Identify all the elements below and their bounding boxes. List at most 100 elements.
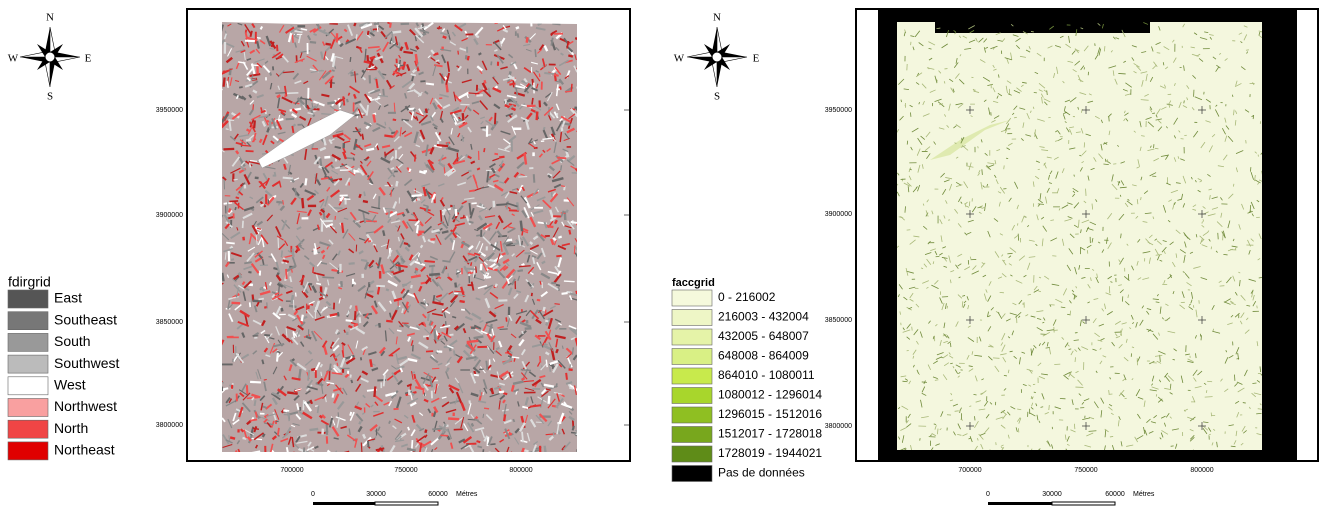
terrain-stroke bbox=[506, 317, 507, 321]
legend-label: Southwest bbox=[54, 355, 119, 371]
terrain-stroke bbox=[390, 23, 391, 28]
terrain-stroke bbox=[499, 392, 504, 393]
terrain-stroke bbox=[471, 203, 476, 204]
legend-label: 0 - 216002 bbox=[718, 290, 776, 304]
terrain-stroke bbox=[554, 304, 559, 305]
scale-label: 0 bbox=[986, 491, 990, 498]
terrain-stroke bbox=[289, 306, 296, 307]
terrain-stroke bbox=[481, 127, 487, 128]
compass-w: W bbox=[8, 53, 19, 65]
stream-stroke bbox=[1206, 390, 1207, 393]
terrain-stroke bbox=[564, 281, 575, 282]
stream-stroke bbox=[902, 381, 907, 382]
terrain-stroke bbox=[341, 281, 342, 287]
terrain-stroke bbox=[347, 99, 348, 102]
terrain-stroke bbox=[335, 167, 340, 168]
terrain-stroke bbox=[295, 188, 296, 195]
stream-stroke bbox=[1256, 413, 1261, 414]
terrain-stroke bbox=[384, 136, 393, 137]
terrain-stroke bbox=[495, 113, 496, 124]
terrain-stroke bbox=[417, 225, 418, 233]
stream-stroke bbox=[1253, 115, 1254, 119]
terrain-stroke bbox=[448, 436, 450, 440]
scale-unit: Métres bbox=[456, 491, 478, 498]
stream-stroke bbox=[950, 343, 951, 347]
terrain-stroke bbox=[351, 380, 352, 383]
terrain-stroke bbox=[432, 429, 442, 430]
terrain-stroke bbox=[439, 26, 440, 29]
terrain-stroke bbox=[350, 412, 351, 416]
terrain-stroke bbox=[370, 359, 371, 367]
terrain-stroke bbox=[448, 419, 459, 420]
terrain-stroke bbox=[513, 419, 514, 422]
terrain-stroke bbox=[282, 308, 283, 311]
compass-n: N bbox=[46, 12, 54, 24]
stream-stroke bbox=[1207, 381, 1212, 382]
y-label: 3850000 bbox=[825, 317, 852, 324]
terrain-stroke bbox=[397, 330, 402, 331]
terrain-stroke bbox=[562, 293, 568, 294]
scale-bar bbox=[313, 502, 375, 505]
terrain-stroke bbox=[556, 383, 557, 387]
terrain-stroke bbox=[447, 328, 448, 335]
terrain-stroke bbox=[236, 151, 238, 154]
terrain-stroke bbox=[442, 74, 443, 84]
terrain-stroke bbox=[567, 41, 568, 48]
stream-stroke bbox=[947, 306, 948, 309]
terrain-stroke bbox=[566, 210, 568, 213]
terrain-stroke bbox=[342, 223, 343, 233]
terrain-stroke bbox=[499, 157, 504, 158]
terrain-stroke bbox=[287, 392, 298, 393]
terrain-stroke bbox=[236, 197, 239, 198]
terrain-stroke bbox=[469, 222, 474, 223]
terrain-stroke bbox=[338, 312, 339, 316]
terrain-stroke bbox=[321, 114, 331, 115]
terrain-stroke bbox=[537, 112, 538, 121]
scale-unit: Métres bbox=[1133, 491, 1155, 498]
compass-rose bbox=[20, 27, 80, 87]
terrain-stroke bbox=[335, 66, 336, 69]
terrain-stroke bbox=[359, 194, 360, 198]
terrain-stroke bbox=[376, 79, 377, 88]
terrain-stroke bbox=[330, 364, 331, 369]
legend-label: Pas de données bbox=[718, 466, 805, 480]
terrain-stroke bbox=[286, 269, 287, 279]
stream-stroke bbox=[1157, 53, 1161, 54]
terrain-stroke bbox=[314, 34, 317, 35]
terrain-stroke bbox=[545, 321, 548, 322]
stream-stroke bbox=[1141, 197, 1142, 200]
terrain-stroke bbox=[476, 266, 477, 272]
terrain-stroke bbox=[399, 263, 400, 272]
terrain-stroke bbox=[261, 107, 262, 111]
terrain-stroke bbox=[442, 231, 448, 233]
terrain-stroke bbox=[426, 109, 427, 113]
terrain-stroke bbox=[518, 33, 519, 37]
terrain-stroke bbox=[278, 238, 279, 249]
terrain-stroke bbox=[477, 168, 480, 169]
terrain-stroke bbox=[521, 221, 522, 232]
legend-label: 1512017 - 1728018 bbox=[718, 427, 822, 441]
terrain-stroke bbox=[362, 134, 363, 140]
terrain-stroke bbox=[325, 44, 330, 45]
terrain-stroke bbox=[229, 208, 230, 212]
terrain-stroke bbox=[287, 93, 298, 94]
terrain-stroke bbox=[293, 249, 294, 257]
stream-stroke bbox=[998, 74, 999, 77]
terrain-stroke bbox=[458, 51, 459, 55]
terrain-stroke bbox=[566, 373, 567, 380]
terrain-stroke bbox=[428, 314, 429, 321]
terrain-stroke bbox=[521, 370, 531, 371]
legend-swatch bbox=[672, 407, 712, 423]
legend-label: 1296015 - 1512016 bbox=[718, 407, 822, 421]
terrain-stroke bbox=[544, 73, 554, 74]
terrain-stroke bbox=[300, 60, 303, 61]
terrain-stroke bbox=[368, 441, 369, 448]
compass-n: N bbox=[713, 12, 721, 24]
terrain-stroke bbox=[385, 122, 386, 126]
no-data-strip bbox=[935, 22, 1150, 33]
terrain-stroke bbox=[450, 348, 451, 351]
stream-stroke bbox=[1007, 253, 1012, 254]
terrain-stroke bbox=[558, 237, 561, 238]
terrain-stroke bbox=[225, 252, 226, 259]
compass-e: E bbox=[753, 53, 760, 65]
